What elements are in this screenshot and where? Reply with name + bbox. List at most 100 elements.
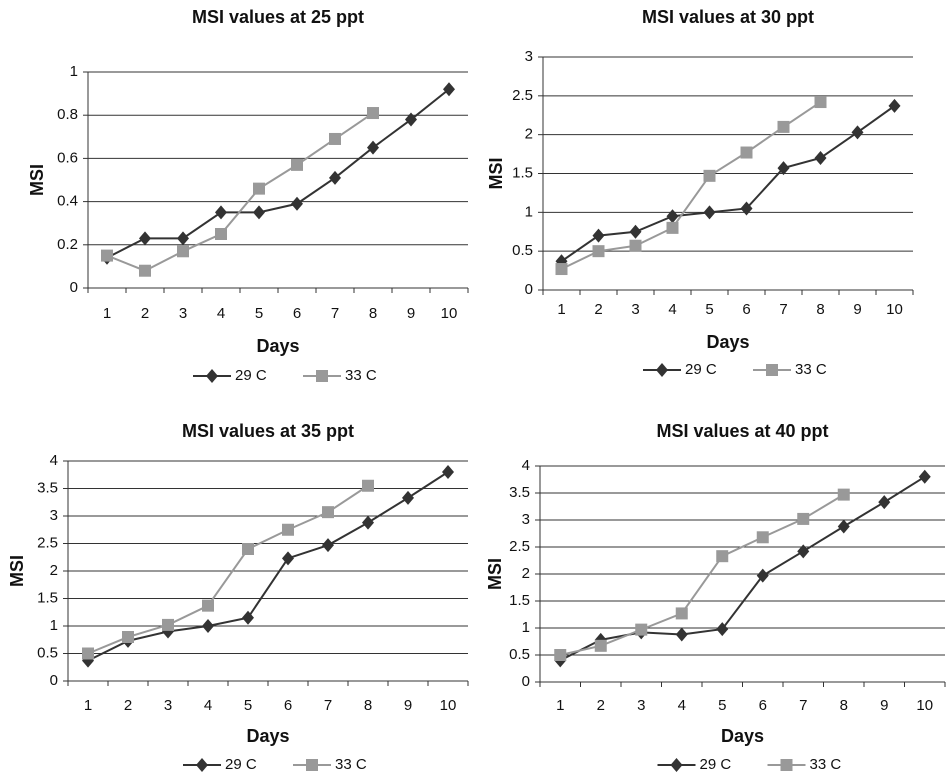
y-axis-title: MSI bbox=[485, 558, 505, 590]
x-tick-label: 3 bbox=[179, 305, 187, 322]
x-tick-label: 6 bbox=[293, 305, 301, 322]
y-tick-label: 3.5 bbox=[509, 484, 530, 501]
marker bbox=[888, 98, 901, 113]
marker bbox=[122, 631, 134, 643]
legend-label: 29 C bbox=[700, 756, 732, 773]
x-tick-label: 7 bbox=[331, 305, 339, 322]
chart-title: MSI values at 35 ppt bbox=[182, 421, 354, 441]
marker bbox=[291, 196, 303, 211]
x-tick-label: 3 bbox=[637, 697, 645, 714]
y-tick-label: 3 bbox=[50, 507, 58, 524]
series-line bbox=[560, 493, 845, 656]
legend-label: 33 C bbox=[345, 367, 377, 384]
marker bbox=[162, 618, 174, 631]
marker bbox=[675, 607, 688, 620]
x-tick-label: 6 bbox=[742, 301, 750, 318]
y-axis-title: MSI bbox=[7, 555, 27, 587]
x-tick-label: 6 bbox=[284, 697, 292, 714]
x-tick-label: 9 bbox=[407, 305, 415, 322]
y-tick-label: 0.2 bbox=[57, 236, 78, 253]
marker bbox=[322, 506, 334, 519]
marker bbox=[635, 623, 648, 636]
marker bbox=[177, 231, 189, 246]
series-line bbox=[87, 484, 369, 655]
y-axis-title: MSI bbox=[27, 164, 47, 196]
x-tick-label: 5 bbox=[244, 697, 252, 714]
legend-label: 29 C bbox=[235, 367, 267, 384]
x-axis-title: Days bbox=[706, 332, 749, 352]
marker bbox=[282, 523, 294, 536]
y-tick-label: 2.5 bbox=[512, 87, 533, 104]
marker bbox=[740, 146, 753, 159]
marker bbox=[322, 538, 334, 553]
x-tick-label: 1 bbox=[84, 697, 92, 714]
marker bbox=[675, 627, 688, 642]
marker bbox=[215, 228, 227, 240]
y-tick-label: 3 bbox=[522, 511, 530, 528]
marker bbox=[82, 647, 94, 660]
y-tick-label: 0 bbox=[70, 279, 78, 296]
x-tick-label: 4 bbox=[668, 301, 676, 318]
y-tick-label: 0 bbox=[522, 673, 530, 690]
marker bbox=[202, 619, 214, 633]
series-line bbox=[559, 475, 926, 662]
y-tick-label: 0.5 bbox=[509, 646, 530, 663]
legend-label: 33 C bbox=[335, 756, 367, 773]
marker bbox=[177, 245, 189, 258]
x-tick-label: 5 bbox=[255, 305, 263, 322]
x-tick-label: 8 bbox=[816, 301, 824, 318]
marker bbox=[837, 488, 850, 501]
marker bbox=[797, 544, 810, 559]
marker bbox=[253, 205, 265, 220]
marker bbox=[367, 107, 379, 120]
x-tick-label: 5 bbox=[705, 301, 713, 318]
series-line bbox=[561, 101, 822, 270]
y-tick-label: 0.4 bbox=[57, 193, 78, 210]
marker bbox=[139, 231, 151, 246]
marker bbox=[206, 369, 218, 383]
marker bbox=[402, 490, 414, 505]
marker bbox=[242, 543, 254, 555]
marker bbox=[282, 551, 294, 566]
y-tick-label: 1 bbox=[522, 619, 530, 636]
x-tick-label: 4 bbox=[678, 697, 686, 714]
marker bbox=[716, 622, 729, 637]
y-tick-label: 1 bbox=[525, 203, 533, 220]
x-tick-label: 7 bbox=[779, 301, 787, 318]
y-tick-label: 1.5 bbox=[509, 592, 530, 609]
marker bbox=[306, 759, 318, 771]
marker bbox=[367, 140, 379, 155]
legend-label: 33 C bbox=[810, 756, 842, 773]
marker bbox=[777, 161, 790, 176]
marker bbox=[362, 515, 374, 530]
x-axis-title: Days bbox=[246, 726, 289, 746]
marker bbox=[555, 263, 568, 276]
x-axis-title: Days bbox=[256, 336, 299, 356]
series-line bbox=[560, 105, 896, 263]
marker bbox=[629, 239, 642, 252]
marker bbox=[629, 224, 642, 239]
marker bbox=[405, 112, 417, 127]
marker bbox=[196, 758, 208, 772]
marker bbox=[215, 205, 227, 220]
y-tick-label: 2 bbox=[50, 562, 58, 579]
y-tick-label: 1.5 bbox=[37, 589, 58, 606]
y-tick-label: 0.8 bbox=[57, 106, 78, 123]
series-line bbox=[87, 471, 449, 662]
marker bbox=[101, 249, 113, 262]
y-tick-label: 3.5 bbox=[37, 479, 58, 496]
y-axis-title: MSI bbox=[486, 157, 506, 189]
x-tick-label: 3 bbox=[631, 301, 639, 318]
y-tick-label: 2 bbox=[522, 565, 530, 582]
marker bbox=[362, 479, 374, 492]
y-tick-label: 1 bbox=[70, 63, 78, 80]
x-tick-label: 2 bbox=[124, 697, 132, 714]
x-tick-label: 4 bbox=[217, 305, 225, 322]
y-tick-label: 3 bbox=[525, 48, 533, 65]
marker bbox=[202, 599, 214, 612]
marker bbox=[814, 150, 827, 165]
marker bbox=[814, 96, 827, 109]
marker bbox=[878, 495, 891, 510]
x-tick-label: 1 bbox=[556, 697, 564, 714]
